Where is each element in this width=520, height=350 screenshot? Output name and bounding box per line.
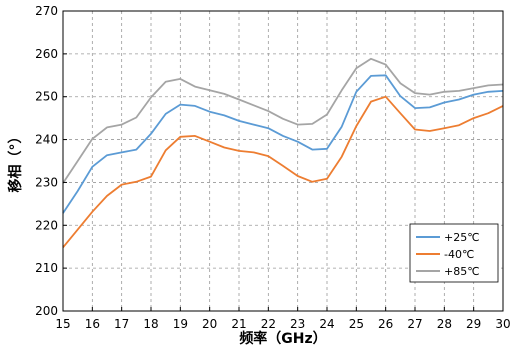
x-tick-label: 24 — [319, 317, 334, 331]
y-axis-label: 移相（°） — [7, 130, 24, 193]
x-tick-label: 30 — [495, 317, 510, 331]
y-tick-label: 250 — [35, 90, 58, 104]
x-tick-label: 29 — [466, 317, 481, 331]
y-tick-label: 230 — [35, 175, 58, 189]
y-tick-label: 220 — [35, 218, 58, 232]
plot-frame — [62, 10, 504, 312]
x-tick-label: 16 — [85, 317, 100, 331]
y-tick-label: 200 — [35, 304, 58, 318]
x-tick-labels: 15 16 17 18 19 20 21 22 23 24 25 26 27 28 29 30 — [55, 307, 511, 331]
y-tick-label: 210 — [35, 261, 58, 275]
series-lines — [62, 57, 504, 248]
y-tick-label: 270 — [35, 4, 58, 18]
series-line — [62, 57, 504, 184]
x-tick-label: 19 — [173, 317, 188, 331]
x-tick-label: 27 — [407, 317, 422, 331]
x-tick-label: 18 — [143, 317, 158, 331]
legend: +25℃ -40℃ +85℃ — [409, 223, 499, 283]
x-tick-label: 22 — [261, 317, 276, 331]
y-tick-labels: 200 210 220 230 240 250 260 270 — [35, 4, 67, 318]
x-tick-label: 17 — [114, 317, 129, 331]
legend-label: +85℃ — [444, 265, 480, 278]
y-tick-label: 240 — [35, 133, 58, 147]
legend-label: -40℃ — [444, 248, 474, 261]
x-tick-label: 23 — [290, 317, 305, 331]
x-tick-label: 21 — [231, 317, 246, 331]
x-tick-label: 26 — [378, 317, 393, 331]
series-line — [62, 95, 504, 248]
x-tick-label: 28 — [437, 317, 452, 331]
x-tick-label: 25 — [349, 317, 364, 331]
y-tick-label: 260 — [35, 47, 58, 61]
x-axis-label: 频率（GHz） — [239, 330, 326, 347]
x-tick-label: 15 — [55, 317, 70, 331]
legend-label: +25℃ — [444, 231, 480, 244]
x-tick-label: 20 — [202, 317, 217, 331]
series-line — [62, 74, 504, 214]
